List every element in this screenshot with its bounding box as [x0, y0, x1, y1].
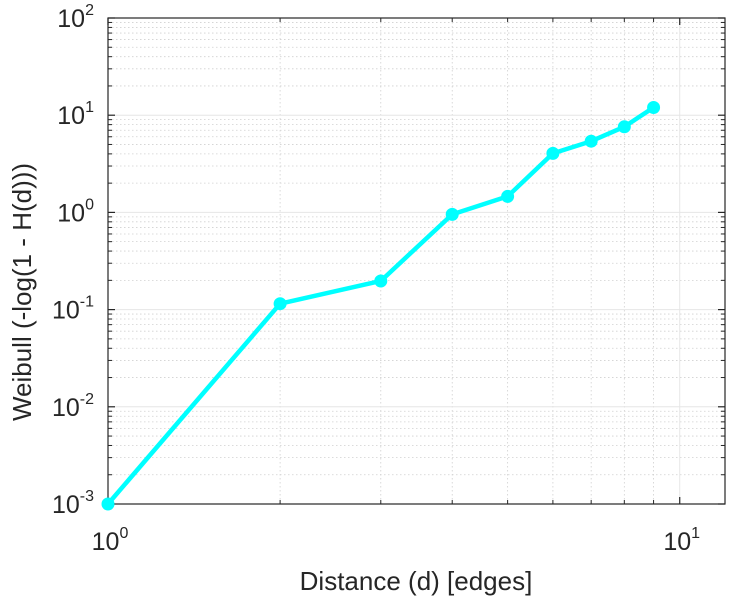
data-point-marker	[617, 120, 631, 134]
y-axis-title: Weibull (-log(1 - H(d)))	[7, 163, 37, 421]
data-point-marker	[445, 207, 459, 221]
y-tick-labels: 10-3 10-2 10-1 100 101 102	[52, 2, 94, 519]
y-tick-label: 101	[57, 99, 94, 130]
y-tick-label: 10-2	[52, 391, 94, 422]
series-layer	[101, 101, 661, 511]
data-point-marker	[584, 134, 598, 148]
x-tick-label: 100	[92, 525, 129, 556]
data-point-marker	[273, 297, 287, 311]
x-tick-label: 101	[663, 525, 700, 556]
y-tick-label: 100	[57, 196, 94, 227]
data-point-marker	[647, 101, 661, 115]
y-tick-label: 102	[57, 2, 94, 33]
data-point-marker	[101, 497, 115, 511]
major-grid	[108, 18, 725, 504]
data-point-marker	[374, 274, 388, 288]
axis-ticks	[107, 17, 725, 505]
minor-grid	[108, 18, 725, 504]
x-tick-labels: 100 101	[92, 525, 701, 556]
y-tick-label: 10-3	[52, 488, 94, 519]
x-axis-title: Distance (d) [edges]	[300, 566, 533, 596]
data-point-marker	[501, 189, 515, 203]
plot-area-background	[108, 18, 725, 504]
y-tick-label: 10-1	[52, 294, 94, 325]
data-point-marker	[546, 146, 560, 160]
plot-area-frame	[107, 17, 726, 505]
